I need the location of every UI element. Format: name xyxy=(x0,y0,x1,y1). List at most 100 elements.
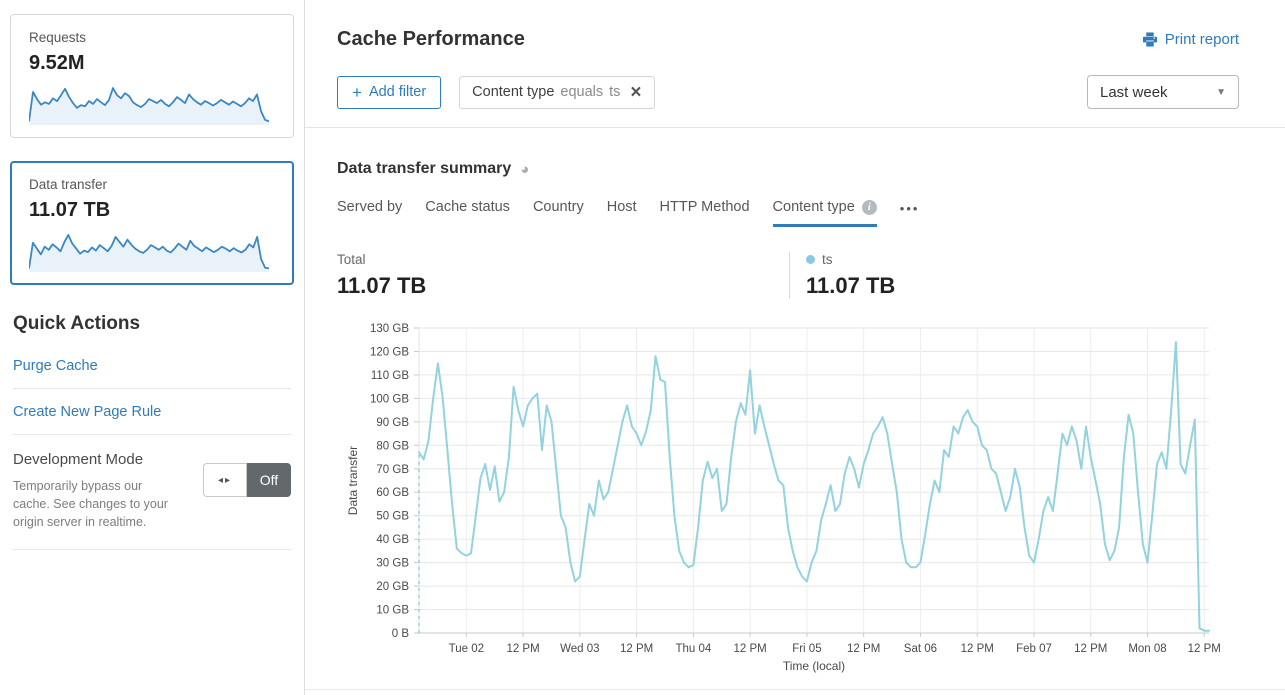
filter-value: ts xyxy=(609,84,621,100)
info-icon[interactable]: i xyxy=(861,199,877,215)
svg-text:0 B: 0 B xyxy=(392,628,410,640)
time-range-select[interactable]: Last week ▼ xyxy=(1087,75,1239,109)
quick-action-create-new-page-rule[interactable]: Create New Page Rule xyxy=(13,389,291,435)
data-transfer-chart: 0 B 10 GB 20 GB 30 GB 40 GB 50 GB 60 GB 70 GB 80… xyxy=(337,318,1239,683)
time-range-value: Last week xyxy=(1100,83,1168,101)
summary-stats: Total 11.07 TB ts 11.07 TB xyxy=(337,252,1239,299)
printer-icon xyxy=(1142,32,1157,47)
metric-label: Data transfer xyxy=(29,177,108,192)
tab-label: Cache status xyxy=(425,199,510,215)
svg-text:130 GB: 130 GB xyxy=(370,323,409,335)
development-mode-text: Development Mode Temporarily bypass our … xyxy=(13,451,181,531)
filter-row: + Add filter Content type equals ts × La… xyxy=(337,75,1239,109)
svg-text:30 GB: 30 GB xyxy=(376,558,409,570)
total-stat: Total 11.07 TB xyxy=(337,252,789,299)
tab-cache-status[interactable]: Cache status xyxy=(425,199,510,224)
filter-field: Content type xyxy=(472,84,555,100)
series-name: ts xyxy=(822,252,833,267)
page-header: Cache Performance Print report xyxy=(337,28,1239,51)
series-color-dot xyxy=(806,255,815,264)
metric-value: 9.52M xyxy=(29,52,85,74)
toggle-arrows-icon[interactable]: ◂▸ xyxy=(203,463,247,497)
svg-text:60 GB: 60 GB xyxy=(376,487,409,499)
svg-text:10 GB: 10 GB xyxy=(376,605,409,617)
sidebar: Requests 9.52M Data transfer 11.07 TB Quick… xyxy=(0,0,305,695)
svg-text:12 PM: 12 PM xyxy=(847,643,880,655)
pie-chart-icon: ◕ xyxy=(520,160,530,178)
svg-text:100 GB: 100 GB xyxy=(370,393,409,405)
svg-text:70 GB: 70 GB xyxy=(376,464,409,476)
add-filter-button[interactable]: + Add filter xyxy=(337,75,442,109)
quick-actions-title: Quick Actions xyxy=(13,313,141,334)
dimension-tabs: Served by Cache status Country Host HTTP Met… xyxy=(337,199,1239,227)
sparkline-chart xyxy=(29,87,269,125)
metric-value: 11.07 TB xyxy=(29,199,111,221)
svg-text:12 PM: 12 PM xyxy=(734,643,767,655)
svg-text:120 GB: 120 GB xyxy=(370,346,409,358)
main-content: Cache Performance Print report + Add fil… xyxy=(305,0,1285,695)
more-tabs-button[interactable]: ••• xyxy=(899,201,920,216)
metric-card-data-transfer[interactable]: Data transfer 11.07 TB xyxy=(10,161,294,285)
tab-label: Host xyxy=(606,199,637,215)
metric-card-list: Requests 9.52M Data transfer 11.07 TB xyxy=(10,14,294,285)
section-bottom-divider xyxy=(305,689,1285,690)
svg-text:12 PM: 12 PM xyxy=(1074,643,1107,655)
series-legend: ts xyxy=(806,252,989,267)
x-axis-title: Time (local) xyxy=(783,659,845,673)
svg-text:Wed 03: Wed 03 xyxy=(560,643,599,655)
svg-text:Sat 06: Sat 06 xyxy=(904,643,937,655)
plus-icon: + xyxy=(352,82,362,102)
quick-action-purge-cache[interactable]: Purge Cache xyxy=(13,343,291,389)
quick-actions-section: Quick Actions Purge Cache Create New Page… xyxy=(10,313,294,551)
development-mode-description: Temporarily bypass our cache. See change… xyxy=(13,479,168,530)
development-mode-toggle[interactable]: ◂▸ Off xyxy=(203,463,291,497)
series-stat-ts: ts 11.07 TB xyxy=(789,252,989,299)
sparkline-chart xyxy=(29,234,269,272)
svg-text:Feb 07: Feb 07 xyxy=(1016,643,1052,655)
svg-text:90 GB: 90 GB xyxy=(376,417,409,429)
line-chart-canvas: 0 B 10 GB 20 GB 30 GB 40 GB 50 GB 60 GB 70 GB 80… xyxy=(346,323,1221,673)
summary-title: Data transfer summary xyxy=(337,160,512,177)
svg-text:110 GB: 110 GB xyxy=(371,370,409,382)
toggle-state-label[interactable]: Off xyxy=(247,463,291,497)
remove-filter-icon[interactable]: × xyxy=(630,81,642,103)
svg-text:Thu 04: Thu 04 xyxy=(675,643,711,655)
svg-text:12 PM: 12 PM xyxy=(506,643,539,655)
tab-host[interactable]: Host xyxy=(607,199,637,224)
svg-text:Tue 02: Tue 02 xyxy=(449,643,484,655)
add-filter-label: Add filter xyxy=(368,84,427,100)
svg-text:Fri 05: Fri 05 xyxy=(792,643,821,655)
summary-section-head: Data transfer summary ◕ xyxy=(337,160,1239,178)
filter-operator: equals xyxy=(560,84,604,100)
svg-text:20 GB: 20 GB xyxy=(376,581,409,593)
tab-country[interactable]: Country xyxy=(533,199,584,224)
print-report-button[interactable]: Print report xyxy=(1142,31,1239,48)
development-mode-row: Development Mode Temporarily bypass our … xyxy=(13,435,291,551)
filter-chip-content-type[interactable]: Content type equals ts × xyxy=(459,75,655,109)
svg-text:40 GB: 40 GB xyxy=(376,534,409,546)
print-report-label[interactable]: Print report xyxy=(1164,31,1239,48)
tab-label: Content type xyxy=(772,199,855,215)
total-value: 11.07 TB xyxy=(337,273,427,298)
svg-text:50 GB: 50 GB xyxy=(376,511,409,523)
tab-label: Country xyxy=(532,199,584,215)
chevron-down-icon: ▼ xyxy=(1216,86,1226,98)
tab-label: Served by xyxy=(337,199,403,215)
header-divider xyxy=(305,127,1285,128)
series-value: 11.07 TB xyxy=(806,273,896,298)
svg-text:12 PM: 12 PM xyxy=(1188,643,1221,655)
tab-label: HTTP Method xyxy=(659,199,750,215)
total-label: Total xyxy=(337,252,366,267)
tab-http-method[interactable]: HTTP Method xyxy=(660,199,750,224)
svg-text:12 PM: 12 PM xyxy=(961,643,994,655)
tab-served-by[interactable]: Served by xyxy=(337,199,402,224)
page-title: Cache Performance xyxy=(337,28,525,50)
y-axis-title: Data transfer xyxy=(346,446,360,515)
svg-text:12 PM: 12 PM xyxy=(620,643,653,655)
tab-content-type[interactable]: Content type i xyxy=(772,199,877,227)
metric-card-requests[interactable]: Requests 9.52M xyxy=(10,14,294,138)
metric-label: Requests xyxy=(29,30,87,45)
svg-text:80 GB: 80 GB xyxy=(376,440,409,452)
development-mode-label: Development Mode xyxy=(13,451,144,468)
